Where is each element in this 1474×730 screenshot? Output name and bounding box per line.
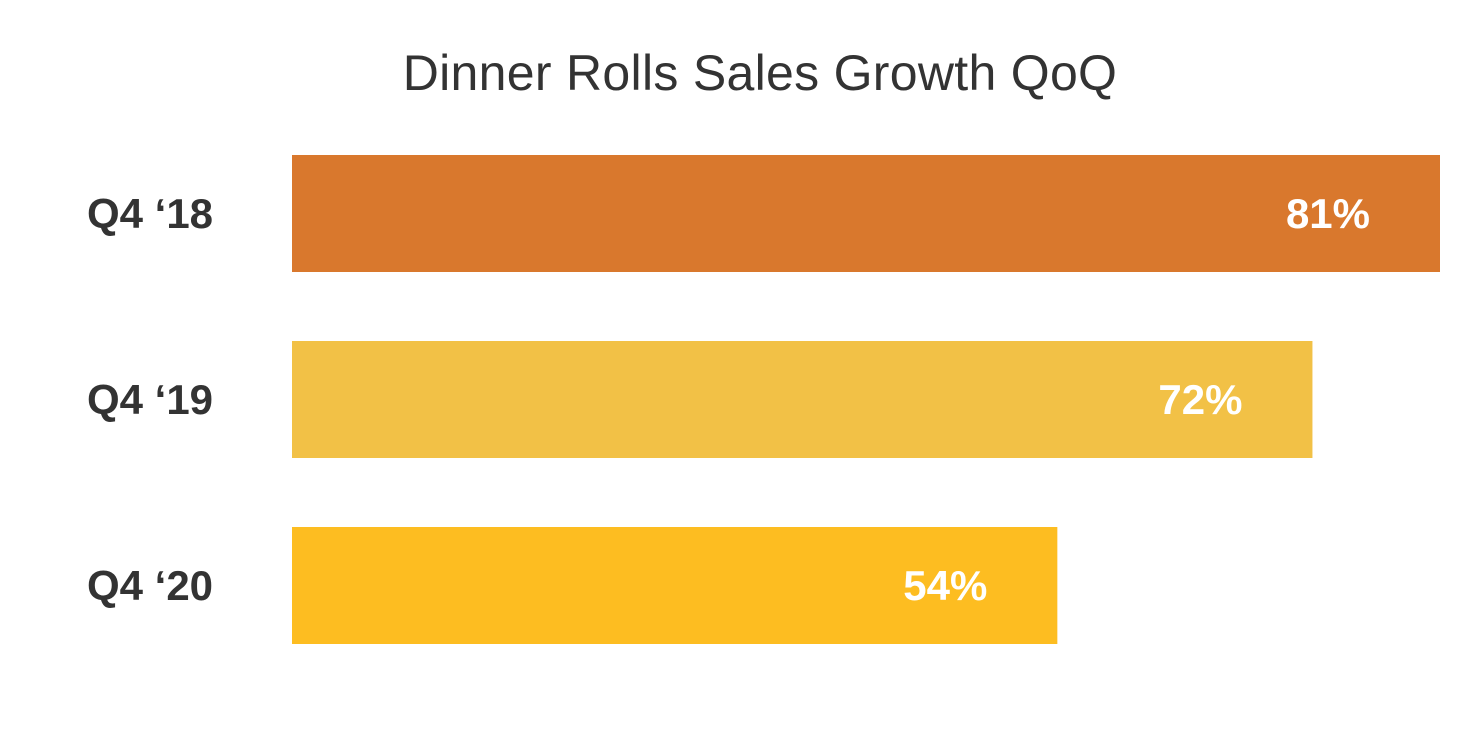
bar-1	[292, 155, 1440, 272]
category-label: Q4 ‘18	[87, 190, 213, 237]
bar-2	[292, 341, 1313, 458]
chart-title: Dinner Rolls Sales Growth QoQ	[402, 45, 1118, 101]
value-labels-layer: 81% 72% 54%	[903, 190, 1370, 609]
category-label: Q4 ‘20	[87, 562, 213, 609]
category-labels-layer: Q4 ‘18 Q4 ‘19 Q4 ‘20	[87, 190, 213, 609]
bars-layer	[292, 155, 1440, 644]
value-label: 72%	[1158, 376, 1242, 423]
value-label: 54%	[903, 562, 987, 609]
bar-3	[292, 527, 1058, 644]
value-label: 81%	[1286, 190, 1370, 237]
category-label: Q4 ‘19	[87, 376, 213, 423]
